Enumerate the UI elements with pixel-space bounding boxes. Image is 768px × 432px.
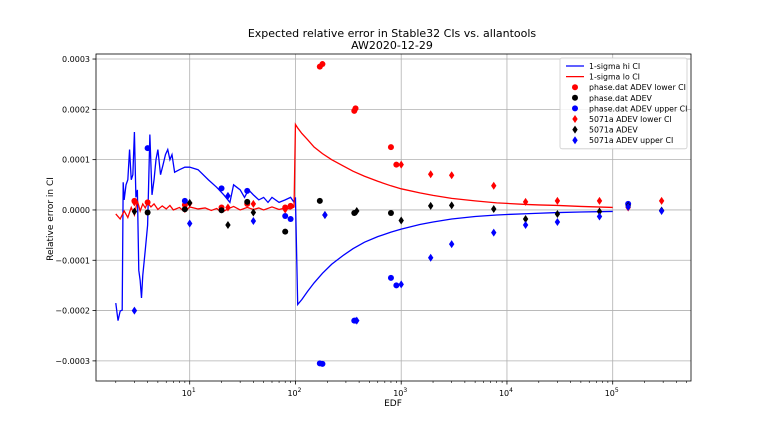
point-phase-dat-adev-lower-ci: [287, 202, 294, 209]
x-tick-label: 101: [182, 387, 196, 398]
x-tick-label: 103: [393, 387, 407, 398]
point-5071a-adev-upper-ci: [131, 306, 138, 315]
point-phase-dat-adev: [387, 209, 394, 216]
point-5071a-adev-upper-ci: [250, 217, 257, 226]
point-5071a-adev-lower-ci: [398, 160, 404, 169]
point-5071a-adev-upper-ci: [522, 221, 529, 230]
legend-label: phase.dat ADEV lower CI: [589, 83, 686, 92]
point-5071a-adev: [554, 209, 561, 218]
point-5071a-adev-upper-ci: [322, 210, 328, 219]
point-phase-dat-adev: [144, 209, 151, 216]
point-5071a-adev: [187, 198, 193, 207]
point-5071a-adev-upper-ci: [427, 253, 434, 262]
y-tick-label: 0.0002: [62, 105, 90, 114]
legend-swatch-phase-dat-adev-upper-ci: [572, 105, 578, 112]
point-5071a-adev-upper-ci: [187, 219, 193, 228]
point-phase-dat-adev: [244, 198, 251, 205]
plot-area: 101 102 103 104 105 0.0003 0.0002 0.0001 0.0000 −…: [55, 53, 692, 398]
point-5071a-adev-upper-ci: [398, 280, 404, 289]
y-tick-label: −0.0001: [55, 256, 90, 265]
point-5071a-adev-lower-ci: [427, 170, 434, 179]
y-tick-label: −0.0003: [55, 357, 90, 366]
point-5071a-adev: [491, 204, 497, 213]
point-5071a-adev-upper-ci: [554, 218, 561, 227]
legend-swatch-5071a-adev-upper-ci: [572, 136, 578, 145]
point-5071a-adev: [250, 208, 257, 217]
y-axis-label: Relative error in CI: [46, 177, 56, 261]
point-5071a-adev-lower-ci: [554, 196, 561, 205]
point-5071a-adev-lower-ci: [225, 203, 231, 212]
point-phase-dat-adev-lower-ci: [393, 161, 400, 168]
point-phase-dat-adev-upper-ci: [282, 212, 289, 219]
legend-swatch-phase-dat-adev: [572, 94, 578, 101]
x-tick-label: 105: [605, 387, 619, 398]
point-5071a-adev: [448, 201, 455, 210]
point-5071a-adev-lower-ci: [250, 199, 257, 208]
y-tick-label: 0.0001: [62, 156, 90, 165]
point-phase-dat-adev-lower-ci: [387, 144, 394, 151]
point-5071a-adev-upper-ci: [596, 212, 603, 221]
legend-swatch-phase-dat-adev-lower-ci: [572, 84, 578, 91]
point-5071a-adev-upper-ci: [354, 316, 360, 325]
legend-label: 5071a ADEV upper CI: [589, 136, 673, 145]
point-phase-dat-adev-upper-ci: [387, 274, 394, 281]
point-5071a-adev: [522, 215, 529, 224]
point-5071a-adev-lower-ci: [448, 171, 455, 180]
axes-frame: [95, 53, 692, 382]
point-5071a-adev-lower-ci: [491, 181, 497, 190]
x-tick-label: 104: [499, 387, 513, 398]
point-phase-dat-adev-upper-ci: [144, 145, 151, 152]
point-phase-dat-adev-lower-ci: [352, 105, 359, 112]
point-5071a-adev: [427, 201, 434, 210]
point-phase-dat-adev: [218, 207, 225, 214]
point-phase-dat-adev: [316, 197, 323, 204]
point-5071a-adev-upper-ci: [225, 191, 231, 200]
point-5071a-adev-upper-ci: [491, 228, 497, 237]
y-tick-label: 0.0000: [62, 206, 90, 215]
legend-label: phase.dat ADEV upper CI: [589, 104, 687, 113]
series-line-1-sigma-hi-ci: [115, 131, 613, 321]
y-tick-label: 0.0003: [62, 55, 90, 64]
legend-label: 1-sigma lo CI: [589, 73, 640, 82]
point-5071a-adev-upper-ci: [658, 206, 665, 215]
point-phase-dat-adev-lower-ci: [319, 61, 326, 68]
data-layer: [115, 61, 665, 367]
point-phase-dat-adev: [181, 206, 188, 213]
point-5071a-adev: [354, 206, 360, 215]
point-phase-dat-adev-upper-ci: [393, 282, 400, 289]
chart-title: Expected relative error in Stable32 CIs …: [248, 27, 537, 40]
x-axis-label: EDF: [384, 399, 402, 409]
legend-label: phase.dat ADEV: [589, 94, 653, 103]
chart-subtitle: AW2020-12-29: [351, 39, 433, 52]
point-5071a-adev-lower-ci: [522, 197, 529, 206]
point-phase-dat-adev-upper-ci: [181, 197, 188, 204]
point-5071a-adev-lower-ci: [658, 196, 665, 205]
legend-box: [559, 57, 688, 150]
point-5071a-adev: [596, 207, 603, 216]
point-phase-dat-adev: [282, 228, 289, 235]
legend-swatch-5071a-adev: [572, 125, 578, 134]
point-5071a-adev-lower-ci: [282, 205, 288, 214]
point-5071a-adev: [131, 207, 138, 216]
point-phase-dat-adev-lower-ci: [144, 199, 151, 206]
y-tick-label: −0.0002: [55, 307, 90, 316]
point-5071a-adev-lower-ci: [131, 198, 138, 207]
point-5071a-adev: [398, 216, 404, 225]
legend-label: 1-sigma hi CI: [589, 62, 640, 71]
point-phase-dat-adev-upper-ci: [287, 216, 294, 223]
point-5071a-adev-upper-ci: [448, 240, 455, 249]
point-phase-dat-adev-upper-ci: [319, 360, 326, 367]
point-5071a-adev-lower-ci: [596, 196, 603, 205]
legend-label: 5071a ADEV: [589, 126, 638, 135]
x-tick-label: 102: [287, 387, 301, 398]
point-5071a-adev-upper-ci: [625, 202, 631, 211]
legend-swatch-5071a-adev-lower-ci: [572, 115, 578, 123]
point-5071a-adev: [225, 221, 231, 230]
point-phase-dat-adev-upper-ci: [218, 185, 225, 192]
legend-label: 5071a ADEV lower CI: [589, 115, 672, 124]
point-phase-dat-adev-upper-ci: [244, 187, 251, 194]
